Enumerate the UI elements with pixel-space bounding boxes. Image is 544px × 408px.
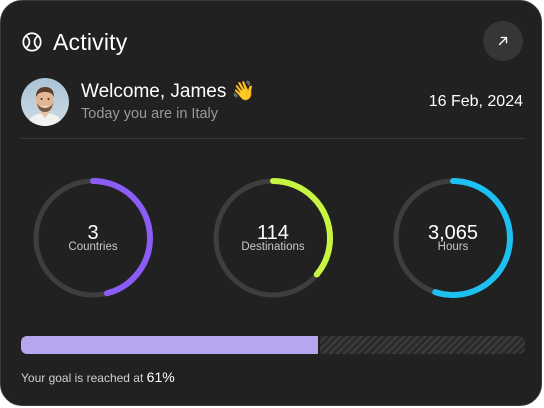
progress-arc [393, 178, 513, 298]
progress-arc [213, 178, 333, 298]
stat-ring-countries: 3 Countries [31, 176, 155, 300]
avatar[interactable] [21, 78, 69, 126]
welcome-greeting: Welcome, James 👋 [81, 81, 256, 102]
stat-label: Hours [437, 241, 469, 253]
divider [21, 138, 525, 139]
stat-ring-hours: 3,065 Hours [391, 176, 515, 300]
stat-label: Countries [68, 241, 118, 253]
tennis-ball-icon [22, 32, 42, 52]
progress-arc [33, 178, 153, 298]
location-text: Today you are in Italy [81, 106, 219, 122]
expand-button[interactable] [483, 21, 523, 61]
card-header: Activity [21, 27, 127, 57]
card-title: Activity [53, 28, 128, 55]
stat-value: 3,065 [427, 222, 479, 244]
arrow-up-right-icon [498, 36, 508, 46]
stat-label: Destinations [241, 241, 305, 253]
stat-value: 3 [87, 222, 99, 244]
welcome-section: Welcome, James 👋 Today you are in Italy … [21, 78, 525, 138]
goal-progress-fill [21, 336, 321, 354]
stat-value: 114 [257, 222, 289, 244]
progress-ring [213, 178, 333, 298]
progress-ring [33, 178, 153, 298]
current-date: 16 Feb, 2024 [428, 93, 523, 110]
progress-ring [393, 178, 513, 298]
goal-percent: 61% [146, 369, 175, 385]
stat-ring-destinations: 114 Destinations [211, 176, 335, 300]
goal-text: Your goal is reached at [21, 371, 144, 385]
goal-progress-bar [21, 336, 525, 354]
avatar-image [21, 78, 69, 126]
goal-caption: Your goal is reached at 61% [21, 369, 175, 385]
